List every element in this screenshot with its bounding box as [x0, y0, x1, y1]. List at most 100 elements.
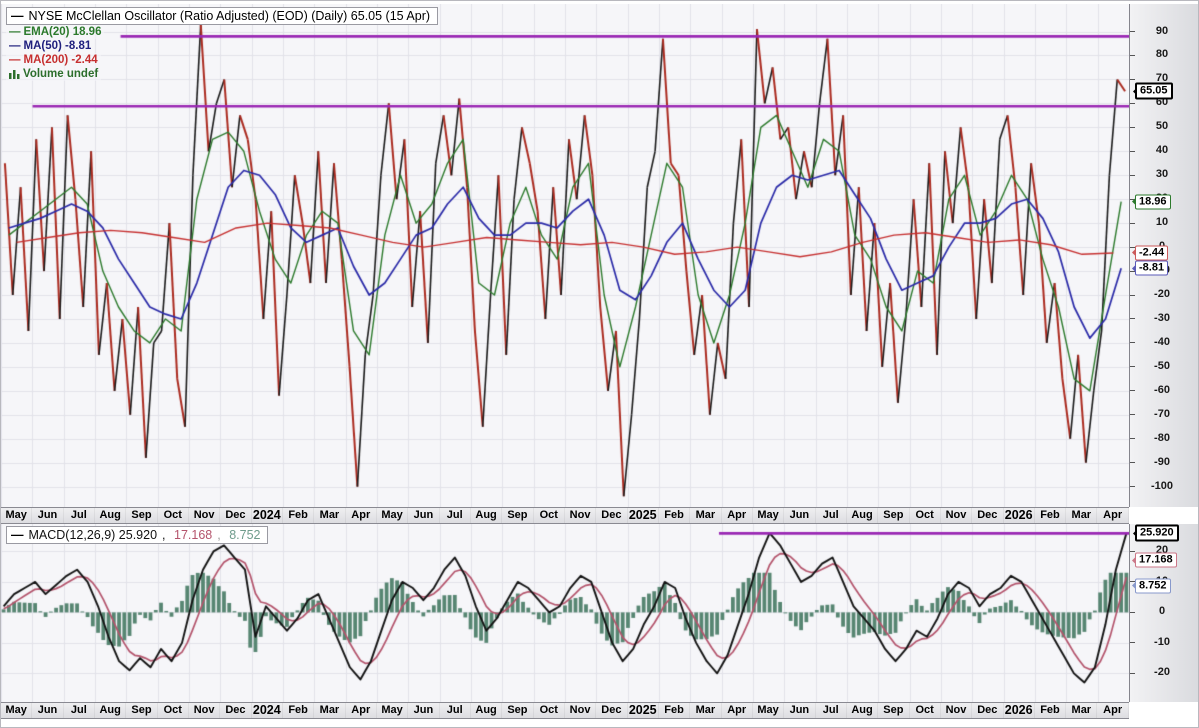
series-dash-icon: —	[9, 40, 21, 52]
month-label: Apr	[722, 703, 753, 718]
month-label: Feb	[659, 508, 691, 523]
y-tick-mark	[1130, 611, 1135, 613]
month-label: Jun	[784, 703, 816, 718]
macd-legend-part: ,	[217, 528, 225, 542]
month-label: Dec	[220, 703, 252, 718]
price-label: -8.81	[1131, 260, 1169, 276]
legend-item: — MA(50) -8.81	[6, 39, 95, 53]
month-label: Apr	[346, 508, 377, 523]
month-label: Mar	[690, 703, 722, 718]
legend-item: Volume undef	[6, 67, 102, 81]
month-label: Nov	[941, 508, 973, 523]
month-label: Nov	[189, 703, 221, 718]
y-tick-label: -20	[1154, 288, 1170, 301]
year-label: 2026	[1004, 508, 1035, 523]
month-label: Dec	[972, 703, 1004, 718]
volume-bars-icon	[9, 69, 20, 79]
month-label: Sep	[502, 703, 534, 718]
month-label: Aug	[471, 508, 503, 523]
month-label: May	[1, 703, 33, 718]
month-label: Aug	[847, 508, 879, 523]
y-tick-mark	[1130, 642, 1135, 644]
y-tick-mark	[1130, 414, 1135, 416]
month-label: Dec	[596, 703, 628, 718]
legend-item: — MA(200) -2.44	[6, 53, 101, 67]
month-label: Nov	[941, 703, 973, 718]
y-tick-mark	[1130, 438, 1135, 440]
month-label: Jul	[440, 508, 471, 523]
y-tick-mark	[1130, 672, 1135, 674]
macd-legend-part: 8.752	[229, 528, 261, 542]
chart-title: NYSE McClellan Oscillator (Ratio Adjuste…	[28, 9, 431, 23]
y-tick-mark	[1130, 390, 1135, 392]
month-label: Mar	[1066, 508, 1098, 523]
main-legend: — NYSE McClellan Oscillator (Ratio Adjus…	[6, 7, 439, 81]
month-label: Jul	[64, 703, 95, 718]
macd-legend-part: 17.168	[174, 528, 213, 542]
y-tick-label: -10	[1154, 635, 1170, 648]
y-tick-label: -100	[1150, 479, 1174, 492]
main-y-axis: 9080706050403020100-10-20-30-40-50-60-70…	[1129, 4, 1198, 507]
year-label: 2025	[628, 703, 659, 718]
month-label: Feb	[659, 703, 691, 718]
macd-panel	[1, 524, 1129, 702]
month-label: Dec	[220, 508, 252, 523]
month-label: Mar	[690, 508, 722, 523]
series-dash-icon: —	[11, 528, 24, 542]
y-tick-mark	[1130, 54, 1135, 56]
series-dash-icon: —	[11, 9, 24, 23]
overlay-legend-rows: — EMA(20) 18.96— MA(50) -8.81— MA(200) -2.4…	[6, 25, 438, 81]
month-label: Feb	[1035, 703, 1067, 718]
legend-label: MA(200) -2.44	[23, 54, 98, 66]
month-label: Sep	[878, 508, 910, 523]
y-tick-mark	[1130, 294, 1135, 296]
y-tick-mark	[1130, 550, 1135, 552]
month-label: Sep	[878, 703, 910, 718]
month-label: Apr	[1097, 703, 1129, 718]
y-tick-label: 10	[1155, 216, 1169, 229]
y-tick-label: -90	[1154, 455, 1170, 468]
y-tick-mark	[1130, 222, 1135, 224]
month-label: Oct	[158, 703, 189, 718]
month-label: Oct	[158, 508, 189, 523]
series-dash-icon: —	[9, 54, 21, 66]
month-label: Mar	[314, 508, 346, 523]
month-label: Aug	[471, 703, 503, 718]
y-tick-mark	[1130, 342, 1135, 344]
y-tick-mark	[1130, 102, 1135, 104]
price-label: 17.168	[1132, 552, 1177, 568]
year-label: 2024	[252, 703, 283, 718]
month-label: Aug	[95, 508, 127, 523]
y-tick-label: -70	[1154, 407, 1170, 420]
month-label: Feb	[283, 508, 315, 523]
month-label: Jun	[32, 703, 64, 718]
price-label: 65.05	[1133, 82, 1173, 100]
month-label: Jul	[440, 703, 471, 718]
y-tick-mark	[1130, 150, 1135, 152]
price-label: 25.920	[1133, 524, 1179, 542]
y-tick-label: -60	[1154, 383, 1170, 396]
y-tick-mark	[1130, 318, 1135, 320]
y-tick-label: 30	[1155, 168, 1169, 181]
month-label: Oct	[534, 703, 565, 718]
macd-legend: — MACD(12,26,9) 25.920, 17.168, 8.752	[6, 526, 269, 544]
year-label: 2026	[1004, 703, 1035, 718]
month-axis-top: May Jun Jul Aug Sep Oct Nov Dec 2024 Feb Mar Apr May…	[1, 507, 1129, 524]
year-label: 2024	[252, 508, 283, 523]
main-oscillator-chart-canvas	[1, 4, 1129, 507]
y-tick-mark	[1130, 486, 1135, 488]
y-tick-label: -20	[1154, 666, 1170, 679]
month-label: Apr	[346, 703, 377, 718]
month-label: May	[377, 703, 409, 718]
month-label: Apr	[1097, 508, 1129, 523]
price-label: -2.44	[1131, 245, 1169, 261]
legend-item: — EMA(20) 18.96	[6, 25, 105, 39]
month-label: Dec	[972, 508, 1004, 523]
chart-title-box: — NYSE McClellan Oscillator (Ratio Adjus…	[6, 7, 439, 25]
y-tick-mark	[1130, 462, 1135, 464]
month-label: Nov	[189, 508, 221, 523]
legend-label: EMA(20) 18.96	[23, 26, 102, 38]
macd-legend-part: ,	[162, 528, 169, 542]
y-tick-label: -80	[1154, 431, 1170, 444]
